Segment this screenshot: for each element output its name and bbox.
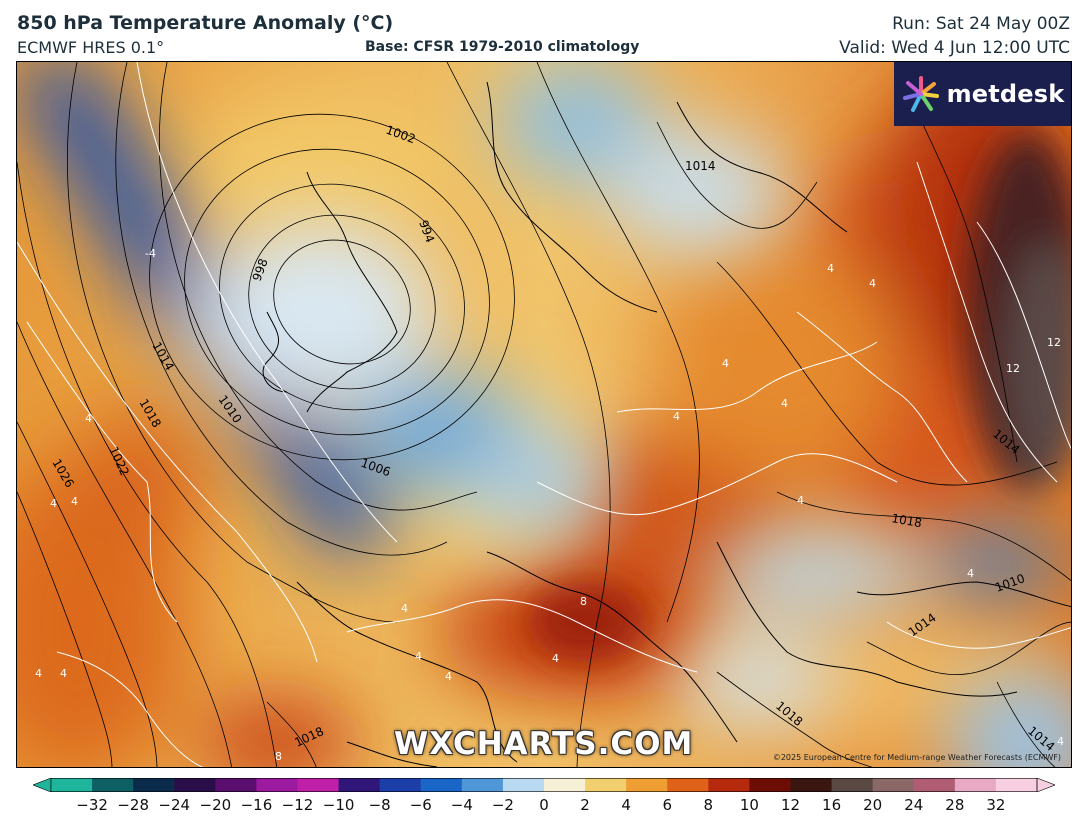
- anomaly-label: 8: [275, 750, 282, 763]
- wxcharts-watermark: WXCHARTS.COM: [394, 726, 694, 762]
- colorbar-segment: [790, 778, 833, 792]
- colorbar-tick-label: −32: [76, 796, 108, 814]
- colorbar-max-extend: [1036, 778, 1055, 792]
- weather-map[interactable]: 1002 994 998 1014 1018 1022 1026 1010 10…: [16, 61, 1072, 768]
- colorbar-ticks: −32 −28 −24 −20 −16 −12 −10 −8 −6 −4 −2 0 2 4 6 8 10 12 16…: [0, 796, 1088, 820]
- colorbar-segment: [872, 778, 915, 792]
- colorbar-tick-label: 4: [621, 796, 631, 814]
- colorbar-segment: [420, 778, 463, 792]
- anomaly-label: 4: [401, 602, 408, 615]
- colorbar-segment: [92, 778, 134, 792]
- colorbar-segment: [502, 778, 545, 792]
- colorbar-tick-label: −24: [158, 796, 191, 814]
- copyright-notice: ©2025 European Centre for Medium-range W…: [772, 753, 1061, 762]
- climatology-base: Base: CFSR 1979-2010 climatology: [365, 39, 640, 55]
- colorbar-frame: [50, 778, 1038, 792]
- anomaly-label: 4: [869, 277, 876, 290]
- anomaly-label: 4: [35, 667, 42, 680]
- anomaly-cold-fields: [17, 62, 1071, 767]
- colorbar-tick-label: −28: [117, 796, 149, 814]
- colorbar-segment: [585, 778, 627, 792]
- anomaly-label: 4: [827, 262, 834, 275]
- anomaly-label: 4: [722, 357, 729, 370]
- anomaly-label: 4: [60, 667, 67, 680]
- colorbar-segment: [215, 778, 257, 792]
- anomaly-label: 4: [552, 652, 559, 665]
- anomaly-label: 4: [781, 397, 788, 410]
- colorbar-tick-label: −8: [368, 796, 391, 814]
- colorbar-segment: [954, 778, 997, 792]
- colorbar-segment: [708, 778, 750, 792]
- coastlines: [262, 81, 1071, 767]
- colorbar-tick-label: 10: [739, 796, 759, 814]
- colorbar-tick-label: 2: [580, 796, 590, 814]
- colorbar-tick-label: 24: [904, 796, 924, 814]
- valid-time: Valid: Wed 4 Jun 12:00 UTC: [839, 38, 1070, 58]
- colorbar-tick-label: 0: [539, 796, 549, 814]
- colorbar-segment: [995, 778, 1038, 792]
- isobar-label: 1014: [685, 159, 716, 173]
- anomaly-label-group: -4 4 4 4 4 4 4 4 4 4 8 4 4 4 4 12 12 8 4…: [35, 247, 1064, 763]
- colorbar-segment: [338, 778, 381, 792]
- colorbar-tick-label: 32: [986, 796, 1006, 814]
- model-name: ECMWF HRES 0.1°: [17, 38, 165, 57]
- colorbar: [33, 778, 1055, 792]
- colorbar-tick-label: 6: [662, 796, 673, 814]
- isobar-label: 1018: [890, 511, 923, 530]
- colorbar-segment: [379, 778, 422, 792]
- colorbar-segment: [831, 778, 874, 792]
- colorbar-tick-label: −6: [409, 796, 432, 814]
- colorbar-segment: [749, 778, 791, 792]
- colorbar-segment: [913, 778, 956, 792]
- anomaly-label: 8: [580, 595, 587, 608]
- anomaly-label: 4: [673, 410, 680, 423]
- colorbar-segment: [667, 778, 709, 792]
- metdesk-logo: metdesk: [894, 62, 1071, 126]
- colorbar-segment: [256, 778, 298, 792]
- colorbar-tick-label: −10: [322, 796, 355, 814]
- isobars: [17, 62, 1071, 767]
- colorbar-tick-label: −4: [450, 796, 473, 814]
- colorbar-tick-label: −16: [240, 796, 273, 814]
- colorbar-tick-label: 28: [945, 796, 965, 814]
- chart-title: 850 hPa Temperature Anomaly (°C): [17, 12, 394, 34]
- colorbar-tick-label: −20: [199, 796, 232, 814]
- anomaly-label: 4: [415, 650, 422, 663]
- anomaly-contours: [17, 62, 1071, 767]
- colorbar-segment: [51, 778, 93, 792]
- colorbar-tick-label: 16: [822, 796, 842, 814]
- colorbar-min-extend: [33, 778, 52, 792]
- logo-text: metdesk: [946, 80, 1065, 108]
- anomaly-label: 12: [1047, 336, 1061, 349]
- colorbar-tick-label: 8: [703, 796, 714, 814]
- run-time: Run: Sat 24 May 00Z: [892, 14, 1070, 34]
- colorbar-tick-label: −12: [281, 796, 314, 814]
- colorbar-segment: [544, 778, 586, 792]
- colorbar-segment: [626, 778, 668, 792]
- anomaly-label: 4: [797, 494, 804, 507]
- anomaly-label: 4: [967, 567, 974, 580]
- colorbar-segment: [174, 778, 216, 792]
- colorbar-tick-label: 20: [863, 796, 883, 814]
- anomaly-label: 4: [71, 495, 78, 508]
- map-canvas: 1002 994 998 1014 1018 1022 1026 1010 10…: [17, 62, 1071, 767]
- anomaly-label: 12: [1006, 362, 1020, 375]
- colorbar-segment: [461, 778, 504, 792]
- anomaly-label: 4: [50, 497, 57, 510]
- colorbar-segment: [297, 778, 340, 792]
- flower-burst-icon: [902, 76, 939, 112]
- anomaly-label: 4: [85, 412, 92, 425]
- anomaly-label: -4: [145, 247, 156, 260]
- anomaly-label: 4: [1057, 735, 1064, 748]
- colorbar-tick-label: −2: [491, 796, 514, 814]
- colorbar-segment: [133, 778, 175, 792]
- anomaly-label: 4: [445, 670, 452, 683]
- colorbar-tick-label: 12: [780, 796, 801, 814]
